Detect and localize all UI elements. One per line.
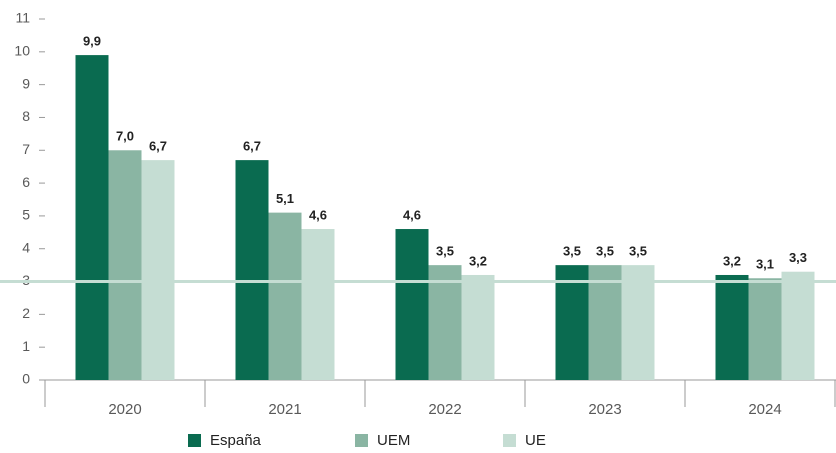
legend-label: España bbox=[210, 432, 262, 449]
y-tick-label: 11 bbox=[15, 10, 30, 26]
y-tick-label: 6 bbox=[22, 174, 30, 190]
bar bbox=[621, 265, 655, 380]
value-label: 5,1 bbox=[276, 191, 294, 206]
value-label: 9,9 bbox=[83, 34, 101, 49]
value-label: 3,1 bbox=[756, 257, 774, 272]
bar bbox=[588, 265, 622, 380]
legend-swatch bbox=[355, 434, 368, 447]
bar bbox=[75, 55, 109, 380]
y-tick-label: 4 bbox=[22, 239, 30, 255]
bar bbox=[555, 265, 589, 380]
bar bbox=[268, 212, 302, 380]
bar bbox=[748, 278, 782, 380]
y-tick-label: 2 bbox=[22, 305, 30, 321]
value-label: 3,5 bbox=[596, 244, 614, 259]
x-tick-label: 2022 bbox=[428, 401, 461, 418]
legend-swatch bbox=[188, 434, 201, 447]
legend-swatch bbox=[503, 434, 516, 447]
value-label: 6,7 bbox=[149, 139, 167, 154]
x-tick-label: 2023 bbox=[588, 401, 621, 418]
legend-label: UE bbox=[525, 432, 546, 449]
x-tick-label: 2021 bbox=[268, 401, 301, 418]
bar bbox=[461, 274, 495, 380]
bar bbox=[301, 229, 335, 380]
value-label: 3,2 bbox=[469, 253, 487, 268]
value-label: 7,0 bbox=[116, 129, 134, 144]
bar bbox=[715, 274, 749, 380]
bar bbox=[235, 160, 269, 380]
bar bbox=[781, 271, 815, 380]
y-tick-label: 10 bbox=[14, 43, 30, 59]
value-label: 3,5 bbox=[563, 244, 581, 259]
x-tick-label: 2024 bbox=[748, 401, 781, 418]
bar bbox=[141, 160, 175, 380]
value-label: 3,3 bbox=[789, 250, 807, 265]
value-label: 6,7 bbox=[243, 139, 261, 154]
legend-label: UEM bbox=[377, 432, 410, 449]
bar bbox=[428, 265, 462, 380]
x-tick-label: 2020 bbox=[108, 401, 141, 418]
bar bbox=[108, 150, 142, 380]
value-label: 3,2 bbox=[723, 253, 741, 268]
y-tick-label: 0 bbox=[22, 371, 30, 387]
value-label: 3,5 bbox=[629, 244, 647, 259]
value-label: 4,6 bbox=[403, 207, 421, 222]
bar bbox=[395, 229, 429, 380]
y-tick-label: 1 bbox=[22, 338, 30, 354]
value-label: 4,6 bbox=[309, 207, 327, 222]
y-tick-label: 5 bbox=[22, 207, 30, 223]
y-tick-label: 7 bbox=[22, 141, 30, 157]
value-label: 3,5 bbox=[436, 244, 454, 259]
y-tick-label: 8 bbox=[22, 108, 30, 124]
y-tick-label: 9 bbox=[22, 75, 30, 91]
